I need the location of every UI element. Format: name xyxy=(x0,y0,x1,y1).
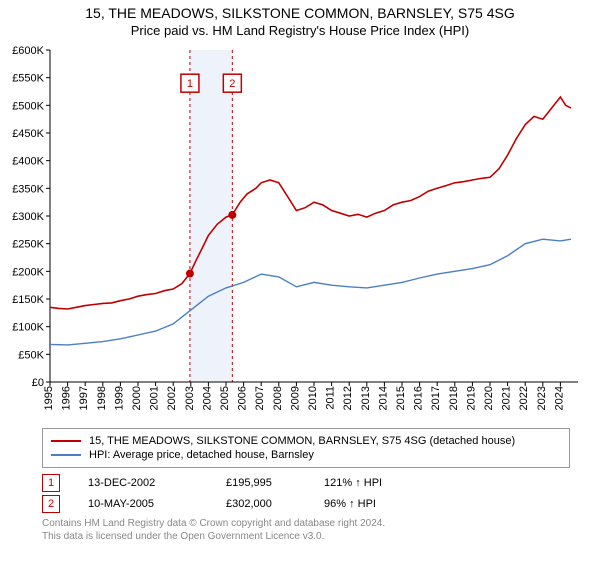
svg-text:1996: 1996 xyxy=(61,386,73,410)
svg-text:2020: 2020 xyxy=(483,386,495,410)
svg-text:2021: 2021 xyxy=(501,386,513,410)
sale-date: 13-DEC-2002 xyxy=(88,477,198,489)
svg-text:1995: 1995 xyxy=(43,386,55,410)
svg-text:2012: 2012 xyxy=(342,386,354,410)
svg-text:2015: 2015 xyxy=(395,386,407,410)
footer-line: This data is licensed under the Open Gov… xyxy=(42,530,570,543)
svg-text:£600K: £600K xyxy=(12,45,44,57)
svg-text:£100K: £100K xyxy=(12,322,44,334)
svg-text:2007: 2007 xyxy=(254,386,266,410)
svg-text:2019: 2019 xyxy=(465,386,477,410)
sale-hpi-pct: 121% ↑ HPI xyxy=(324,477,414,489)
svg-text:2: 2 xyxy=(229,78,235,90)
legend-swatch xyxy=(51,454,81,456)
svg-text:£150K: £150K xyxy=(12,294,44,306)
legend-item: 15, THE MEADOWS, SILKSTONE COMMON, BARNS… xyxy=(51,435,561,447)
svg-text:1997: 1997 xyxy=(78,386,90,410)
svg-text:2014: 2014 xyxy=(377,386,389,410)
line-chart: £0£50K£100K£150K£200K£250K£300K£350K£400… xyxy=(0,42,600,422)
sale-row: 2 10-MAY-2005 £302,000 96% ↑ HPI xyxy=(42,495,570,513)
svg-text:£200K: £200K xyxy=(12,266,44,278)
sale-hpi-pct: 96% ↑ HPI xyxy=(324,498,414,510)
svg-text:1999: 1999 xyxy=(113,386,125,410)
svg-text:£350K: £350K xyxy=(12,183,44,195)
svg-text:2013: 2013 xyxy=(360,386,372,410)
legend-swatch xyxy=(51,440,81,442)
svg-text:2018: 2018 xyxy=(448,386,460,410)
svg-text:1: 1 xyxy=(187,78,193,90)
svg-text:2024: 2024 xyxy=(553,386,565,410)
sales-table: 1 13-DEC-2002 £195,995 121% ↑ HPI 2 10-M… xyxy=(42,474,570,513)
svg-text:£50K: £50K xyxy=(18,349,44,361)
sale-date: 10-MAY-2005 xyxy=(88,498,198,510)
footer-attribution: Contains HM Land Registry data © Crown c… xyxy=(42,517,570,543)
legend-item: HPI: Average price, detached house, Barn… xyxy=(51,449,561,461)
svg-text:£550K: £550K xyxy=(12,73,44,85)
svg-text:2023: 2023 xyxy=(536,386,548,410)
svg-text:2001: 2001 xyxy=(149,386,161,410)
svg-text:2005: 2005 xyxy=(219,386,231,410)
svg-text:2011: 2011 xyxy=(325,386,337,410)
svg-text:2008: 2008 xyxy=(272,386,284,410)
svg-text:2009: 2009 xyxy=(289,386,301,410)
sale-price: £302,000 xyxy=(226,498,296,510)
svg-text:2017: 2017 xyxy=(430,386,442,410)
legend: 15, THE MEADOWS, SILKSTONE COMMON, BARNS… xyxy=(42,428,570,468)
legend-label: HPI: Average price, detached house, Barn… xyxy=(89,449,314,461)
footer-line: Contains HM Land Registry data © Crown c… xyxy=(42,517,570,530)
svg-text:2006: 2006 xyxy=(237,386,249,410)
svg-text:£300K: £300K xyxy=(12,211,44,223)
svg-text:2022: 2022 xyxy=(518,386,530,410)
sale-price: £195,995 xyxy=(226,477,296,489)
svg-text:£250K: £250K xyxy=(12,239,44,251)
svg-text:2000: 2000 xyxy=(131,386,143,410)
chart-area: £0£50K£100K£150K£200K£250K£300K£350K£400… xyxy=(0,42,600,422)
sale-row: 1 13-DEC-2002 £195,995 121% ↑ HPI xyxy=(42,474,570,492)
sale-marker-badge: 1 xyxy=(42,474,60,492)
svg-text:2003: 2003 xyxy=(184,386,196,410)
svg-text:£500K: £500K xyxy=(12,100,44,112)
svg-text:2010: 2010 xyxy=(307,386,319,410)
svg-text:1998: 1998 xyxy=(96,386,108,410)
chart-title-line2: Price paid vs. HM Land Registry's House … xyxy=(0,23,600,38)
svg-text:2016: 2016 xyxy=(413,386,425,410)
legend-label: 15, THE MEADOWS, SILKSTONE COMMON, BARNS… xyxy=(89,435,515,447)
chart-title-line1: 15, THE MEADOWS, SILKSTONE COMMON, BARNS… xyxy=(0,5,600,21)
sale-marker-badge: 2 xyxy=(42,495,60,513)
svg-text:2004: 2004 xyxy=(201,386,213,410)
svg-text:£400K: £400K xyxy=(12,156,44,168)
svg-text:£450K: £450K xyxy=(12,128,44,140)
svg-text:2002: 2002 xyxy=(166,386,178,410)
